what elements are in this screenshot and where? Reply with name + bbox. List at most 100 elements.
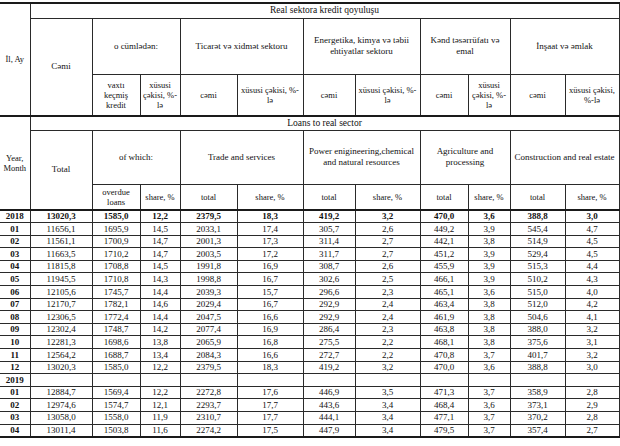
cell: 3,5 xyxy=(355,386,420,399)
table-row: 0511945,51710,814,31998,816,7302,62,5466… xyxy=(0,273,619,286)
row-label: 11 xyxy=(0,349,30,362)
cell: 13,4 xyxy=(140,349,180,362)
table-title-az: Real sektora kredit qoyuluşu xyxy=(30,3,619,18)
cell: 1772,4 xyxy=(92,311,140,324)
table-row: 0413011,41503,811,62274,217,5447,93,4479… xyxy=(0,424,619,437)
cell: 14,3 xyxy=(140,273,180,286)
cell: 3,9 xyxy=(468,223,510,236)
cell: 388,0 xyxy=(510,323,565,336)
cell: 3,8 xyxy=(468,311,510,324)
cell: 15,7 xyxy=(237,286,303,299)
cell: 3,4 xyxy=(355,412,420,425)
cell: 14,7 xyxy=(140,235,180,248)
sub-header-power-share-en: share, % xyxy=(355,184,420,210)
cell: 2,4 xyxy=(355,298,420,311)
cell: 1574,7 xyxy=(92,399,140,412)
cell: 14,4 xyxy=(140,311,180,324)
table-body: 201813020,31585,012,22379,518,3419,23,24… xyxy=(0,210,619,437)
cell: 2,5 xyxy=(355,273,420,286)
cell: 12564,2 xyxy=(30,349,92,362)
cell: 292,9 xyxy=(303,311,355,324)
cell: 375,6 xyxy=(510,336,565,349)
loans-to-real-sector-table: İl, Ay Real sektora kredit qoyuluşu Cəmi… xyxy=(0,2,620,438)
cell: 286,4 xyxy=(303,323,355,336)
row-label: 01 xyxy=(0,223,30,236)
cell: 1585,0 xyxy=(92,210,140,223)
cell: 3,9 xyxy=(468,273,510,286)
row-label: 01 xyxy=(0,386,30,399)
cell: 466,1 xyxy=(420,273,468,286)
cell: 3,7 xyxy=(468,386,510,399)
cell: 2,3 xyxy=(355,323,420,336)
cell: 11945,5 xyxy=(30,273,92,286)
cell: 2379,5 xyxy=(180,210,237,223)
sub-header-overdue-az: vaxtı keçmiş kredit xyxy=(92,74,140,116)
cell: 2084,3 xyxy=(180,349,237,362)
cell: 11663,5 xyxy=(30,248,92,261)
row-label: 10 xyxy=(0,336,30,349)
cell: 13020,3 xyxy=(30,361,92,374)
table-row: 0212974,61574,712,12293,717,7443,63,4468… xyxy=(0,399,619,412)
cell: 2,8 xyxy=(565,386,619,399)
cell: 12,2 xyxy=(140,210,180,223)
group-header-trade-az: Ticarət və xidmət sektoru xyxy=(180,18,303,74)
cell: 18,3 xyxy=(237,361,303,374)
cell: 3,8 xyxy=(468,323,510,336)
cell: 4,0 xyxy=(565,286,619,299)
cell: 465,1 xyxy=(420,286,468,299)
cell: 12170,7 xyxy=(30,298,92,311)
cell: 4,4 xyxy=(565,260,619,273)
cell: 2039,3 xyxy=(180,286,237,299)
cell: 14,5 xyxy=(140,260,180,273)
cell: 2065,9 xyxy=(180,336,237,349)
cell: 373,1 xyxy=(510,399,565,412)
cell: 470,8 xyxy=(420,349,468,362)
row-label: 12 xyxy=(0,361,30,374)
row-label: 07 xyxy=(0,298,30,311)
cell: 2,6 xyxy=(355,260,420,273)
cell: 2,8 xyxy=(565,412,619,425)
sub-header-share-az: xüsusi çəkisi, %-lə xyxy=(140,74,180,116)
cell: 3,2 xyxy=(565,323,619,336)
sub-header-power-total-az: cəmi xyxy=(303,74,355,116)
cell: 4,2 xyxy=(565,298,619,311)
sub-header-power-share-az: xüsusi çəkisi, %-lə xyxy=(355,74,420,116)
cell: 12306,5 xyxy=(30,311,92,324)
cell: 3,0 xyxy=(565,361,619,374)
cell: 13,8 xyxy=(140,336,180,349)
sub-header-constr-total-en: total xyxy=(510,184,565,210)
cell: 2,7 xyxy=(355,248,420,261)
cell: 16,9 xyxy=(237,323,303,336)
group-header-agriculture-en: Agriculture and processing xyxy=(420,130,510,184)
cell: 3,7 xyxy=(468,412,510,425)
cell: 470,0 xyxy=(420,361,468,374)
table-row: 1012281,31698,613,82065,916,8275,52,2468… xyxy=(0,336,619,349)
cell: 11656,1 xyxy=(30,223,92,236)
cell: 14,7 xyxy=(140,248,180,261)
sub-header-trade-share-az: xüsusi çəkisi, %-lə xyxy=(237,74,303,116)
table-row: 0111656,11695,914,52033,117,4305,72,6449… xyxy=(0,223,619,236)
cell: 1695,9 xyxy=(92,223,140,236)
sub-header-agri-share-az: xüsusi çəkisi, %-lə xyxy=(468,74,510,116)
cell: 2274,2 xyxy=(180,424,237,437)
cell: 2033,1 xyxy=(180,223,237,236)
group-header-power-en: Power enigineering,chemical and natural … xyxy=(303,130,420,184)
row-label: 08 xyxy=(0,311,30,324)
cell: 3,8 xyxy=(468,298,510,311)
table-row: 0712170,71782,114,62029,416,7292,92,4463… xyxy=(0,298,619,311)
cell: 16,6 xyxy=(237,349,303,362)
cell: 272,7 xyxy=(303,349,355,362)
cell: 17,6 xyxy=(237,386,303,399)
group-header-of-which-az: o cümlədən: xyxy=(92,18,180,74)
group-header-construction-az: İnşaat və əmlak xyxy=(510,18,619,74)
cell: 305,7 xyxy=(303,223,355,236)
cell: 1710,8 xyxy=(92,273,140,286)
document-page: İl, Ay Real sektora kredit qoyuluşu Cəmi… xyxy=(0,0,620,446)
cell: 471,3 xyxy=(420,386,468,399)
cell: 292,9 xyxy=(303,298,355,311)
cell: 401,7 xyxy=(510,349,565,362)
row-label: 2019 xyxy=(0,374,30,387)
cell: 275,5 xyxy=(303,336,355,349)
group-header-of-which-en: of which: xyxy=(92,130,180,184)
group-header-trade-en: Trade and services xyxy=(180,130,303,184)
